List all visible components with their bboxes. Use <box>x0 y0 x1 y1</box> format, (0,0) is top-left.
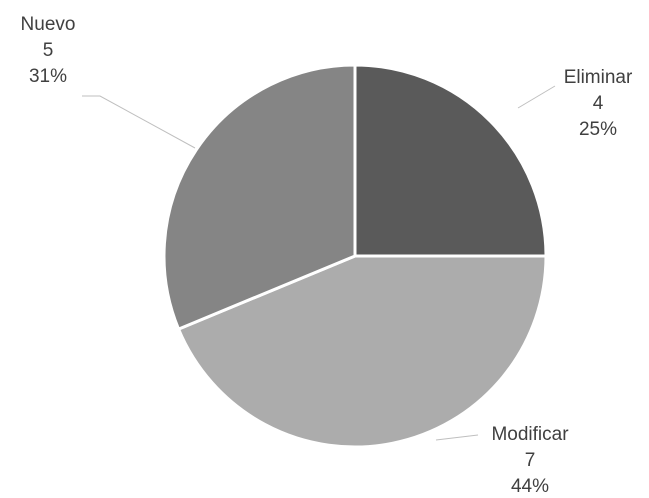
leader-line-eliminar <box>517 85 556 109</box>
leader-line-modificar <box>435 434 479 441</box>
pie-slice-eliminar <box>353 63 548 258</box>
leader-lines <box>82 85 556 441</box>
pie-slice-modificar <box>177 254 548 449</box>
slice-value-nuevo: 5 <box>43 40 54 61</box>
pie-slices <box>162 63 548 449</box>
slice-label-eliminar: Eliminar <box>564 67 633 88</box>
slice-label-modificar: Modificar <box>491 424 569 445</box>
slice-label-nuevo: Nuevo <box>21 14 76 35</box>
leader-line-nuevo <box>82 95 196 149</box>
slice-percent-nuevo: 31% <box>29 66 67 87</box>
slice-percent-modificar: 44% <box>511 476 549 497</box>
pie-slice-nuevo <box>162 63 357 331</box>
slice-value-modificar: 7 <box>525 450 536 471</box>
data-labels: Eliminar 4 25% Modificar 7 44% Nuevo 5 31% <box>21 14 633 497</box>
slice-percent-eliminar: 25% <box>579 119 617 140</box>
slice-value-eliminar: 4 <box>593 93 604 114</box>
